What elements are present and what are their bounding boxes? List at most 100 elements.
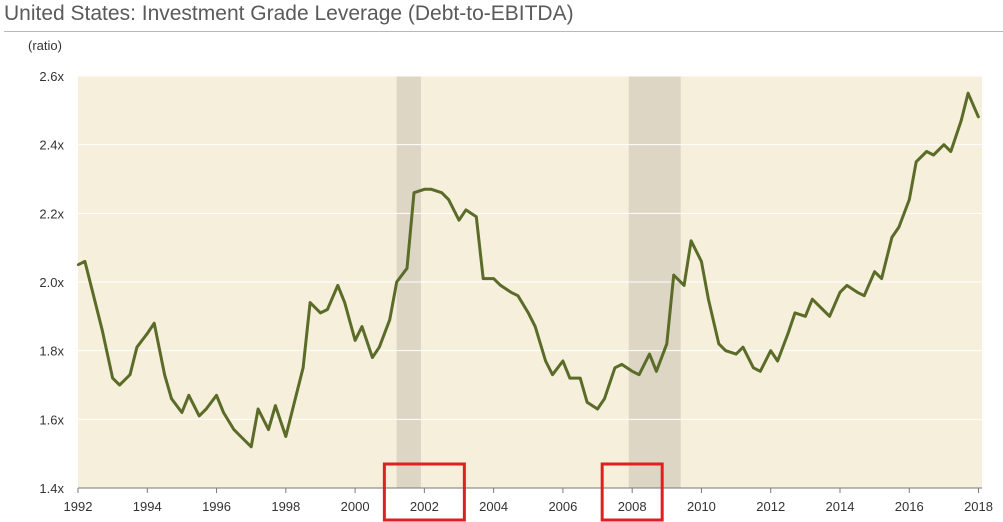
data-point (769, 349, 772, 352)
data-point (215, 394, 218, 397)
y-unit-label: (ratio) (28, 38, 62, 53)
data-point (336, 284, 339, 287)
data-point (752, 366, 755, 370)
y-tick-label: 1.6x (39, 412, 64, 427)
data-point (914, 160, 918, 164)
data-point (464, 208, 468, 212)
highlight-boxes (382, 462, 664, 522)
data-point (655, 370, 658, 373)
data-point (482, 277, 485, 280)
x-axis-ticks: 1992 1994 1996 1998 2000 2002 2004 2006 2008 2010… (64, 488, 993, 514)
data-point (204, 407, 208, 411)
data-point (371, 356, 374, 359)
data-point (890, 236, 894, 239)
data-point (527, 311, 530, 315)
data-point (568, 376, 572, 380)
data-point (301, 366, 305, 370)
data-point (665, 342, 669, 345)
data-point (319, 311, 322, 315)
data-point (630, 370, 634, 373)
data-point (135, 346, 139, 349)
data-point (76, 263, 80, 267)
data-point (284, 435, 288, 438)
data-point (405, 267, 409, 270)
data-point (544, 359, 547, 363)
data-point (170, 397, 173, 400)
data-point (596, 407, 599, 411)
highlight-box-2002 (382, 462, 466, 522)
data-point (152, 322, 156, 325)
y-tick-label: 2.6x (39, 69, 64, 84)
data-point (863, 294, 866, 297)
data-point (724, 349, 727, 352)
data-point (880, 277, 883, 280)
data-point (551, 373, 554, 376)
data-point (966, 91, 970, 95)
data-point (949, 150, 953, 153)
data-point (734, 352, 738, 356)
data-point (163, 373, 166, 376)
data-point (187, 394, 191, 397)
data-point (457, 219, 461, 222)
data-point (942, 143, 946, 146)
data-point (395, 280, 398, 284)
data-point (620, 363, 623, 366)
series-line-group (76, 91, 980, 449)
data-point (759, 370, 762, 373)
data-point (430, 188, 433, 191)
data-point (700, 260, 703, 263)
data-point (291, 407, 294, 411)
data-point (128, 373, 132, 376)
y-tick-label: 1.8x (39, 344, 64, 359)
data-point (94, 301, 97, 304)
data-point (239, 435, 242, 438)
data-point (838, 291, 842, 294)
y-axis-ticks: 1.4x 1.6x 1.8x 2.0x 2.2x 2.4x 2.6x (39, 69, 64, 496)
data-point (440, 191, 443, 194)
data-point (499, 284, 502, 287)
highlight-box-2008 (600, 462, 664, 522)
x-tick-label: 2010 (687, 499, 716, 514)
data-point (274, 404, 277, 407)
data-point (509, 291, 513, 294)
data-point (925, 150, 928, 153)
y-tick-label: 2.0x (39, 275, 64, 290)
data-point (682, 284, 686, 287)
x-tick-label: 1992 (64, 499, 93, 514)
x-tick-label: 2018 (964, 499, 993, 514)
data-point (793, 311, 797, 315)
data-point (672, 273, 675, 277)
data-point (707, 297, 710, 301)
data-point (960, 119, 963, 122)
data-point (516, 294, 520, 297)
data-point (811, 297, 814, 301)
data-point (741, 346, 745, 349)
data-point (101, 328, 104, 332)
data-point (198, 414, 201, 418)
data-point (845, 284, 849, 287)
data-point (249, 445, 253, 448)
x-tick-label: 2004 (479, 499, 508, 514)
data-point (786, 332, 790, 335)
data-point (776, 359, 779, 363)
data-point (932, 153, 935, 157)
data-point (603, 397, 606, 400)
data-point (353, 339, 357, 342)
x-tick-label: 2014 (826, 499, 855, 514)
data-point (412, 191, 416, 194)
x-tick-label: 2016 (895, 499, 924, 514)
data-point (492, 277, 495, 280)
title-divider (4, 31, 1003, 32)
data-point (897, 225, 901, 229)
data-point (908, 198, 911, 201)
data-point (388, 318, 391, 321)
data-point (977, 116, 980, 119)
data-point (873, 270, 876, 273)
data-point (561, 359, 565, 363)
data-point (378, 346, 381, 349)
data-point (637, 373, 641, 376)
data-point (180, 411, 184, 414)
data-point (821, 308, 824, 311)
data-point (326, 308, 329, 311)
